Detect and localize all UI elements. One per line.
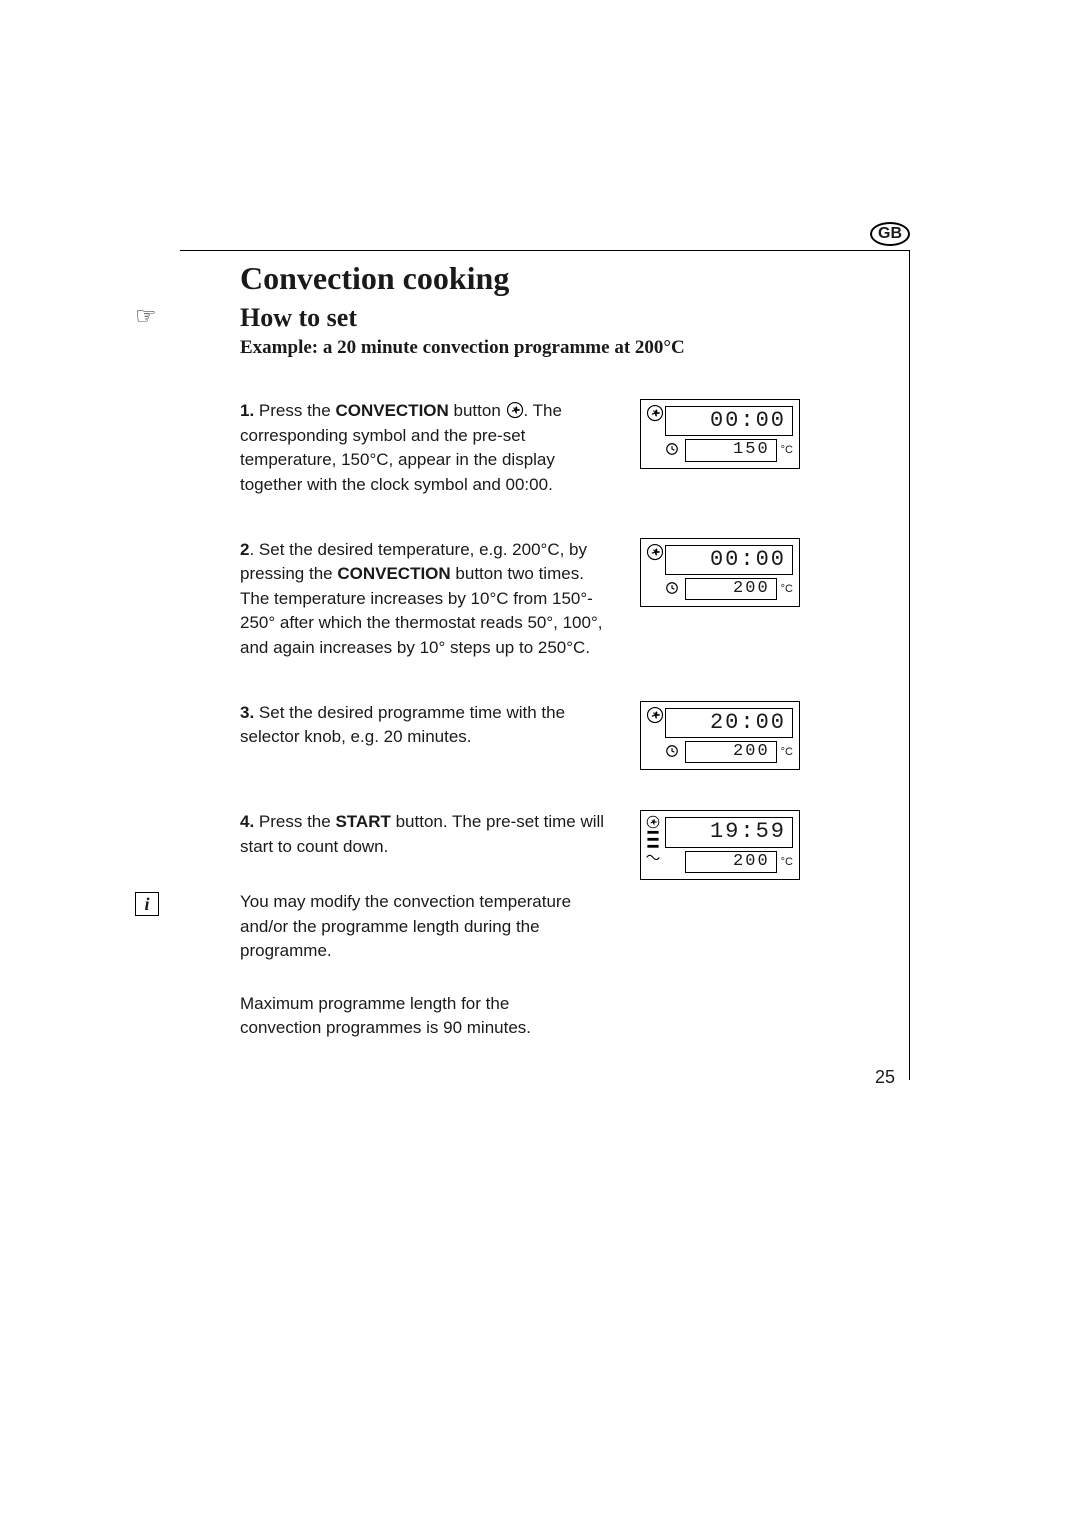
step-3: 3. Set the desired programme time with t…: [180, 701, 920, 771]
locale-badge: GB: [870, 222, 910, 246]
example-line: Example: a 20 minute convection programm…: [180, 337, 920, 359]
step-3-text: 3. Set the desired programme time with t…: [240, 701, 610, 750]
display-temp: 150: [685, 439, 777, 461]
unit-label: °C: [781, 583, 793, 595]
step-4: 4. Press the START button. The pre-set t…: [180, 810, 920, 880]
divider-horizontal: [180, 250, 910, 251]
fan-icon: [646, 815, 660, 829]
fan-icon: [646, 706, 664, 726]
clock-icon: [665, 441, 681, 459]
wave-icon: [646, 851, 660, 861]
display-mode-icons: [646, 815, 660, 861]
display-3: 20:00 200 °C: [640, 701, 800, 771]
fan-icon: [646, 404, 664, 424]
note-modify: i You may modify the convection temperat…: [180, 890, 580, 964]
step-2: 2. Set the desired temperature, e.g. 200…: [180, 538, 920, 661]
display-temp: 200: [685, 851, 777, 873]
clock-icon: [665, 743, 681, 761]
unit-label: °C: [781, 746, 793, 758]
display-1: 00:00 150 °C: [640, 399, 800, 469]
plate-icon: [646, 837, 660, 843]
info-icon: i: [135, 892, 159, 916]
page: GB ☞ Convection cooking How to set Examp…: [0, 0, 1080, 1528]
step-1-text: 1. Press the CONVECTION button . The cor…: [240, 399, 610, 498]
fan-icon: [506, 401, 524, 419]
display-2: 00:00 200 °C: [640, 538, 800, 608]
page-number: 25: [875, 1067, 895, 1088]
unit-label: °C: [781, 444, 793, 456]
display-temp: 200: [685, 578, 777, 600]
plate-icon: [646, 830, 660, 836]
note-max-length: Maximum programme length for the convect…: [180, 992, 580, 1041]
display-temp: 200: [685, 741, 777, 763]
display-time: 00:00: [665, 545, 793, 575]
step-2-text: 2. Set the desired temperature, e.g. 200…: [240, 538, 610, 661]
subheading: How to set: [180, 303, 920, 333]
page-title: Convection cooking: [180, 260, 920, 297]
step-4-text: 4. Press the START button. The pre-set t…: [240, 810, 610, 859]
display-time: 19:59: [665, 817, 793, 847]
display-time: 20:00: [665, 708, 793, 738]
step-1: 1. Press the CONVECTION button . The cor…: [180, 399, 920, 498]
content: ☞ Convection cooking How to set Example:…: [180, 260, 920, 1041]
display-4: 19:59 200 °C: [640, 810, 800, 880]
clock-icon: [665, 580, 681, 598]
fan-icon: [646, 543, 664, 563]
plate-icon: [646, 844, 660, 850]
pointer-icon: ☞: [135, 302, 157, 331]
unit-label: °C: [781, 856, 793, 868]
display-time: 00:00: [665, 406, 793, 436]
